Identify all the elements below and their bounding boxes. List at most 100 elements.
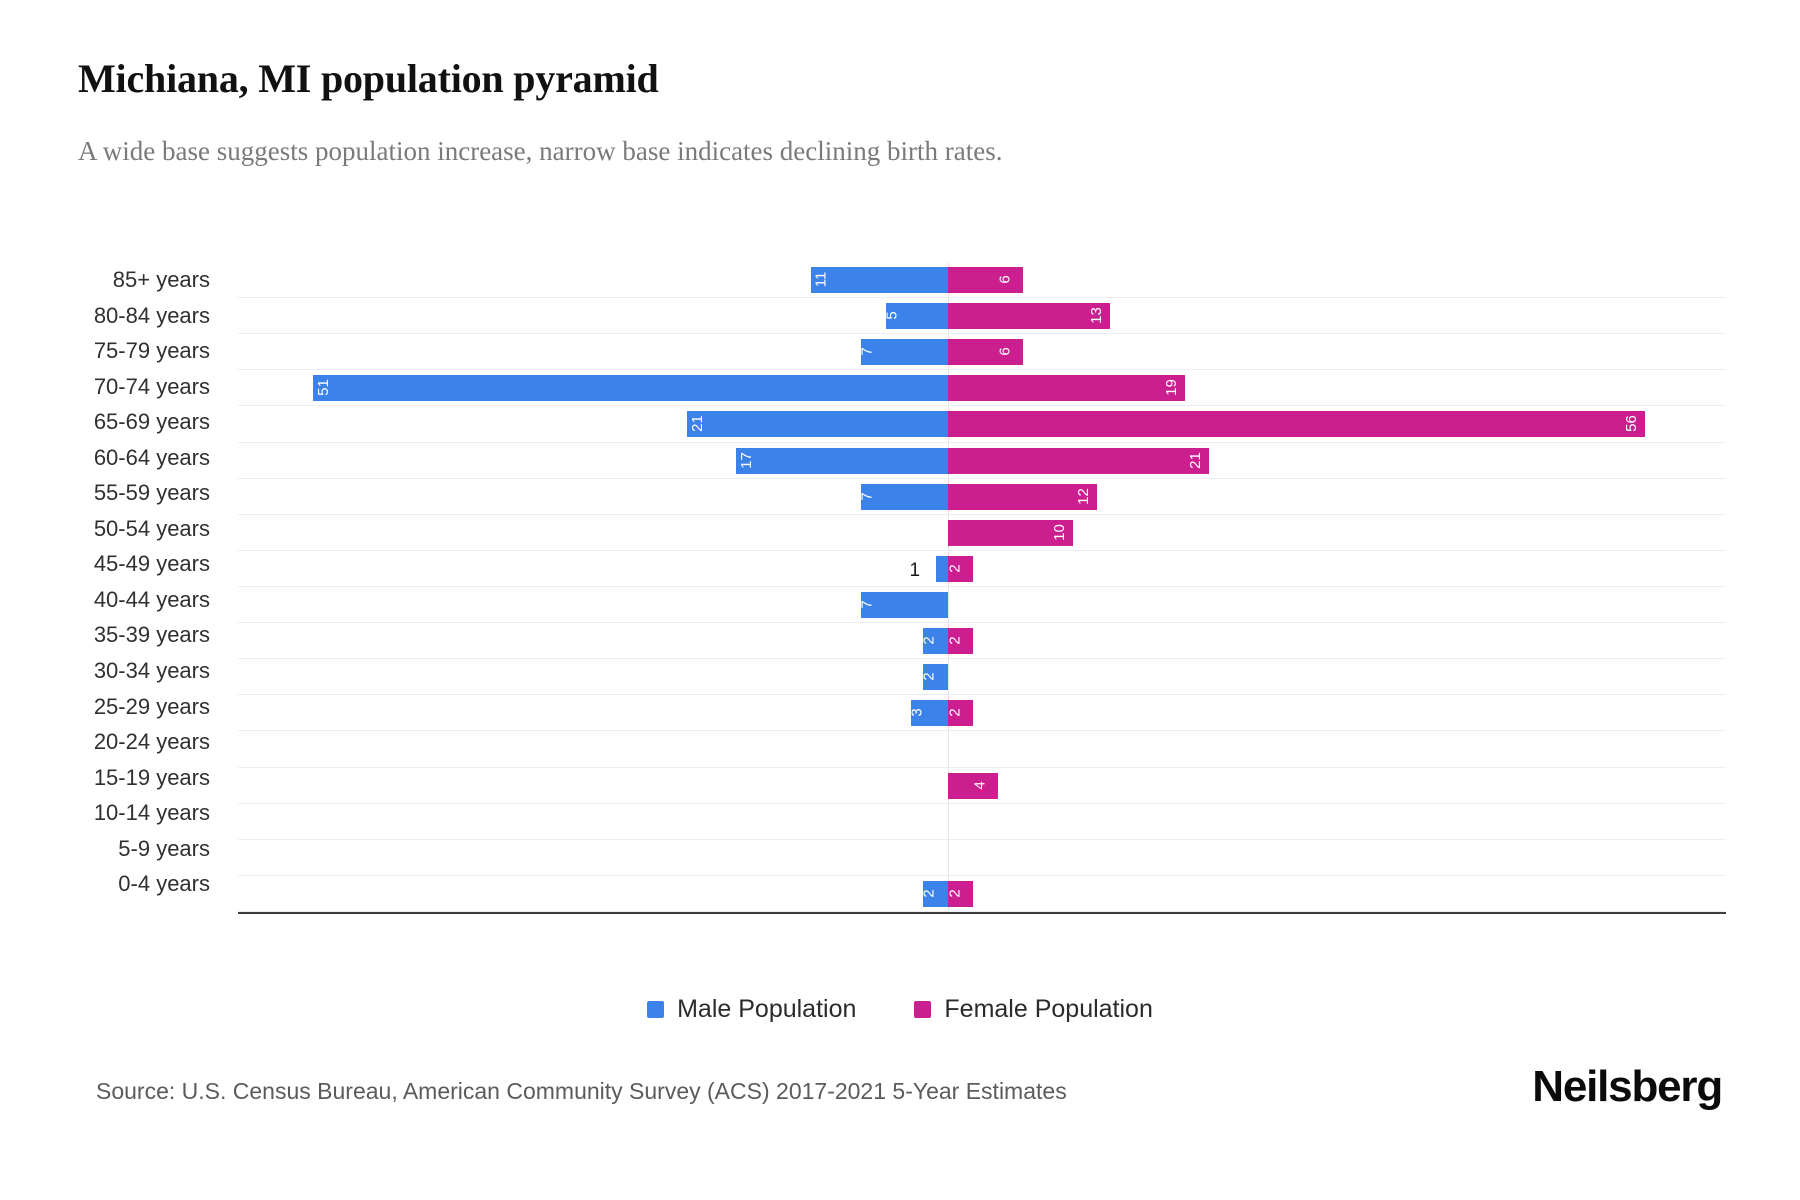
legend-item[interactable]: Female Population [914, 995, 1153, 1024]
female-bar[interactable] [948, 628, 973, 655]
brand-logo: Neilsberg [1532, 1062, 1723, 1111]
gridline [238, 333, 1726, 335]
legend-item[interactable]: Male Population [647, 995, 856, 1024]
female-bar[interactable] [948, 519, 1073, 546]
male-value-label: 1 [909, 559, 921, 581]
y-axis-label: 60-64 years [93, 444, 210, 470]
gridline [238, 694, 1726, 696]
gridline [238, 513, 1726, 515]
female-value-label: 13 [1087, 307, 1105, 324]
male-value-label: 21 [688, 415, 706, 433]
male-value-label: 11 [812, 271, 830, 288]
gridline [238, 910, 1726, 912]
male-bar[interactable] [935, 555, 948, 582]
male-bar[interactable] [923, 664, 948, 691]
gridline [238, 405, 1726, 407]
male-value-label: 3 [908, 708, 926, 718]
bar-row [238, 804, 1726, 840]
male-bar[interactable] [736, 447, 948, 474]
female-value-label: 6 [996, 347, 1014, 356]
male-bar[interactable] [923, 628, 948, 655]
center-axis-line [948, 262, 949, 912]
male-bar[interactable] [860, 339, 948, 366]
female-bar[interactable] [948, 267, 1023, 293]
y-axis-label: 55-59 years [93, 480, 210, 506]
bar-row [238, 731, 1726, 768]
male-bar[interactable] [811, 267, 948, 293]
chart-legend: Male Population Female Population [0, 995, 1800, 1024]
female-bar[interactable] [948, 339, 1023, 366]
gridline [238, 585, 1726, 587]
female-bar[interactable] [948, 880, 973, 907]
bar-rows: 11 6 5 13 7 6 51 19 21 56 17 21 7 12 10 1 2 7 2 2 2 3 2 4 2 2 [238, 262, 1726, 912]
gridline [238, 549, 1726, 551]
y-axis-label: 70-74 years [93, 373, 210, 399]
male-value-label: 17 [738, 451, 756, 469]
legend-swatch-icon [647, 1001, 665, 1018]
male-value-label: 2 [920, 636, 938, 645]
gridline [238, 369, 1726, 371]
y-axis-label: 0-4 years [118, 871, 210, 897]
female-bar[interactable] [948, 772, 998, 799]
female-bar[interactable] [948, 375, 1185, 402]
y-axis-label: 80-84 years [93, 302, 210, 328]
female-bar[interactable] [948, 555, 973, 582]
y-axis-labels: 85+ years 80-84 years 75-79 years 70-74 yea… [0, 262, 224, 912]
female-bar[interactable] [948, 483, 1098, 510]
bar-row: 11 6 [238, 262, 1726, 299]
female-value-label: 2 [946, 889, 964, 898]
gridline [238, 802, 1726, 804]
gridline [238, 838, 1726, 840]
male-bar[interactable] [860, 483, 948, 510]
female-bar[interactable] [948, 411, 1646, 438]
legend-swatch-icon [914, 1001, 932, 1018]
bar-row: 7 [238, 587, 1726, 624]
bar-row: 17 21 [238, 443, 1726, 479]
y-axis-label: 65-69 years [93, 409, 210, 435]
female-value-label: 2 [946, 564, 964, 573]
female-value-label: 56 [1623, 415, 1641, 433]
female-value-label: 4 [971, 780, 989, 790]
y-axis-label: 25-29 years [93, 693, 210, 719]
male-value-label: 7 [858, 600, 876, 609]
source-note: Source: U.S. Census Bureau, American Com… [96, 1078, 1067, 1104]
gridline [238, 297, 1726, 299]
female-bar[interactable] [948, 447, 1210, 474]
male-bar[interactable] [923, 880, 948, 907]
bar-row: 2 [238, 659, 1726, 696]
y-axis-label: 50-54 years [93, 515, 210, 541]
y-axis-label: 20-24 years [93, 729, 210, 755]
bar-row: 10 [238, 515, 1726, 551]
gridline [238, 477, 1726, 479]
female-bar[interactable] [948, 700, 973, 727]
y-axis-label: 85+ years [112, 267, 210, 292]
x-axis-baseline [238, 912, 1726, 914]
y-axis-label: 15-19 years [93, 764, 210, 790]
male-bar[interactable] [686, 411, 948, 438]
male-bar[interactable] [910, 700, 948, 727]
legend-label: Male Population [677, 995, 857, 1023]
bar-row: 4 [238, 768, 1726, 804]
y-axis-label: 30-34 years [93, 658, 210, 684]
page-subtitle: A wide base suggests population increase… [78, 136, 1003, 166]
y-axis-label: 10-14 years [93, 800, 210, 826]
gridline [238, 622, 1726, 624]
male-bar[interactable] [885, 303, 948, 330]
male-bar[interactable] [860, 591, 948, 618]
y-axis-label: 45-49 years [93, 551, 210, 577]
male-bar[interactable] [313, 375, 948, 402]
gridline [238, 766, 1726, 768]
female-value-label: 2 [946, 636, 964, 645]
female-value-label: 21 [1187, 451, 1205, 469]
male-value-label: 5 [883, 311, 901, 320]
y-axis-label: 5-9 years [118, 835, 210, 861]
female-bar[interactable] [948, 303, 1110, 330]
gridline [238, 658, 1726, 660]
gridline [238, 874, 1726, 876]
male-value-label: 51 [314, 379, 332, 397]
